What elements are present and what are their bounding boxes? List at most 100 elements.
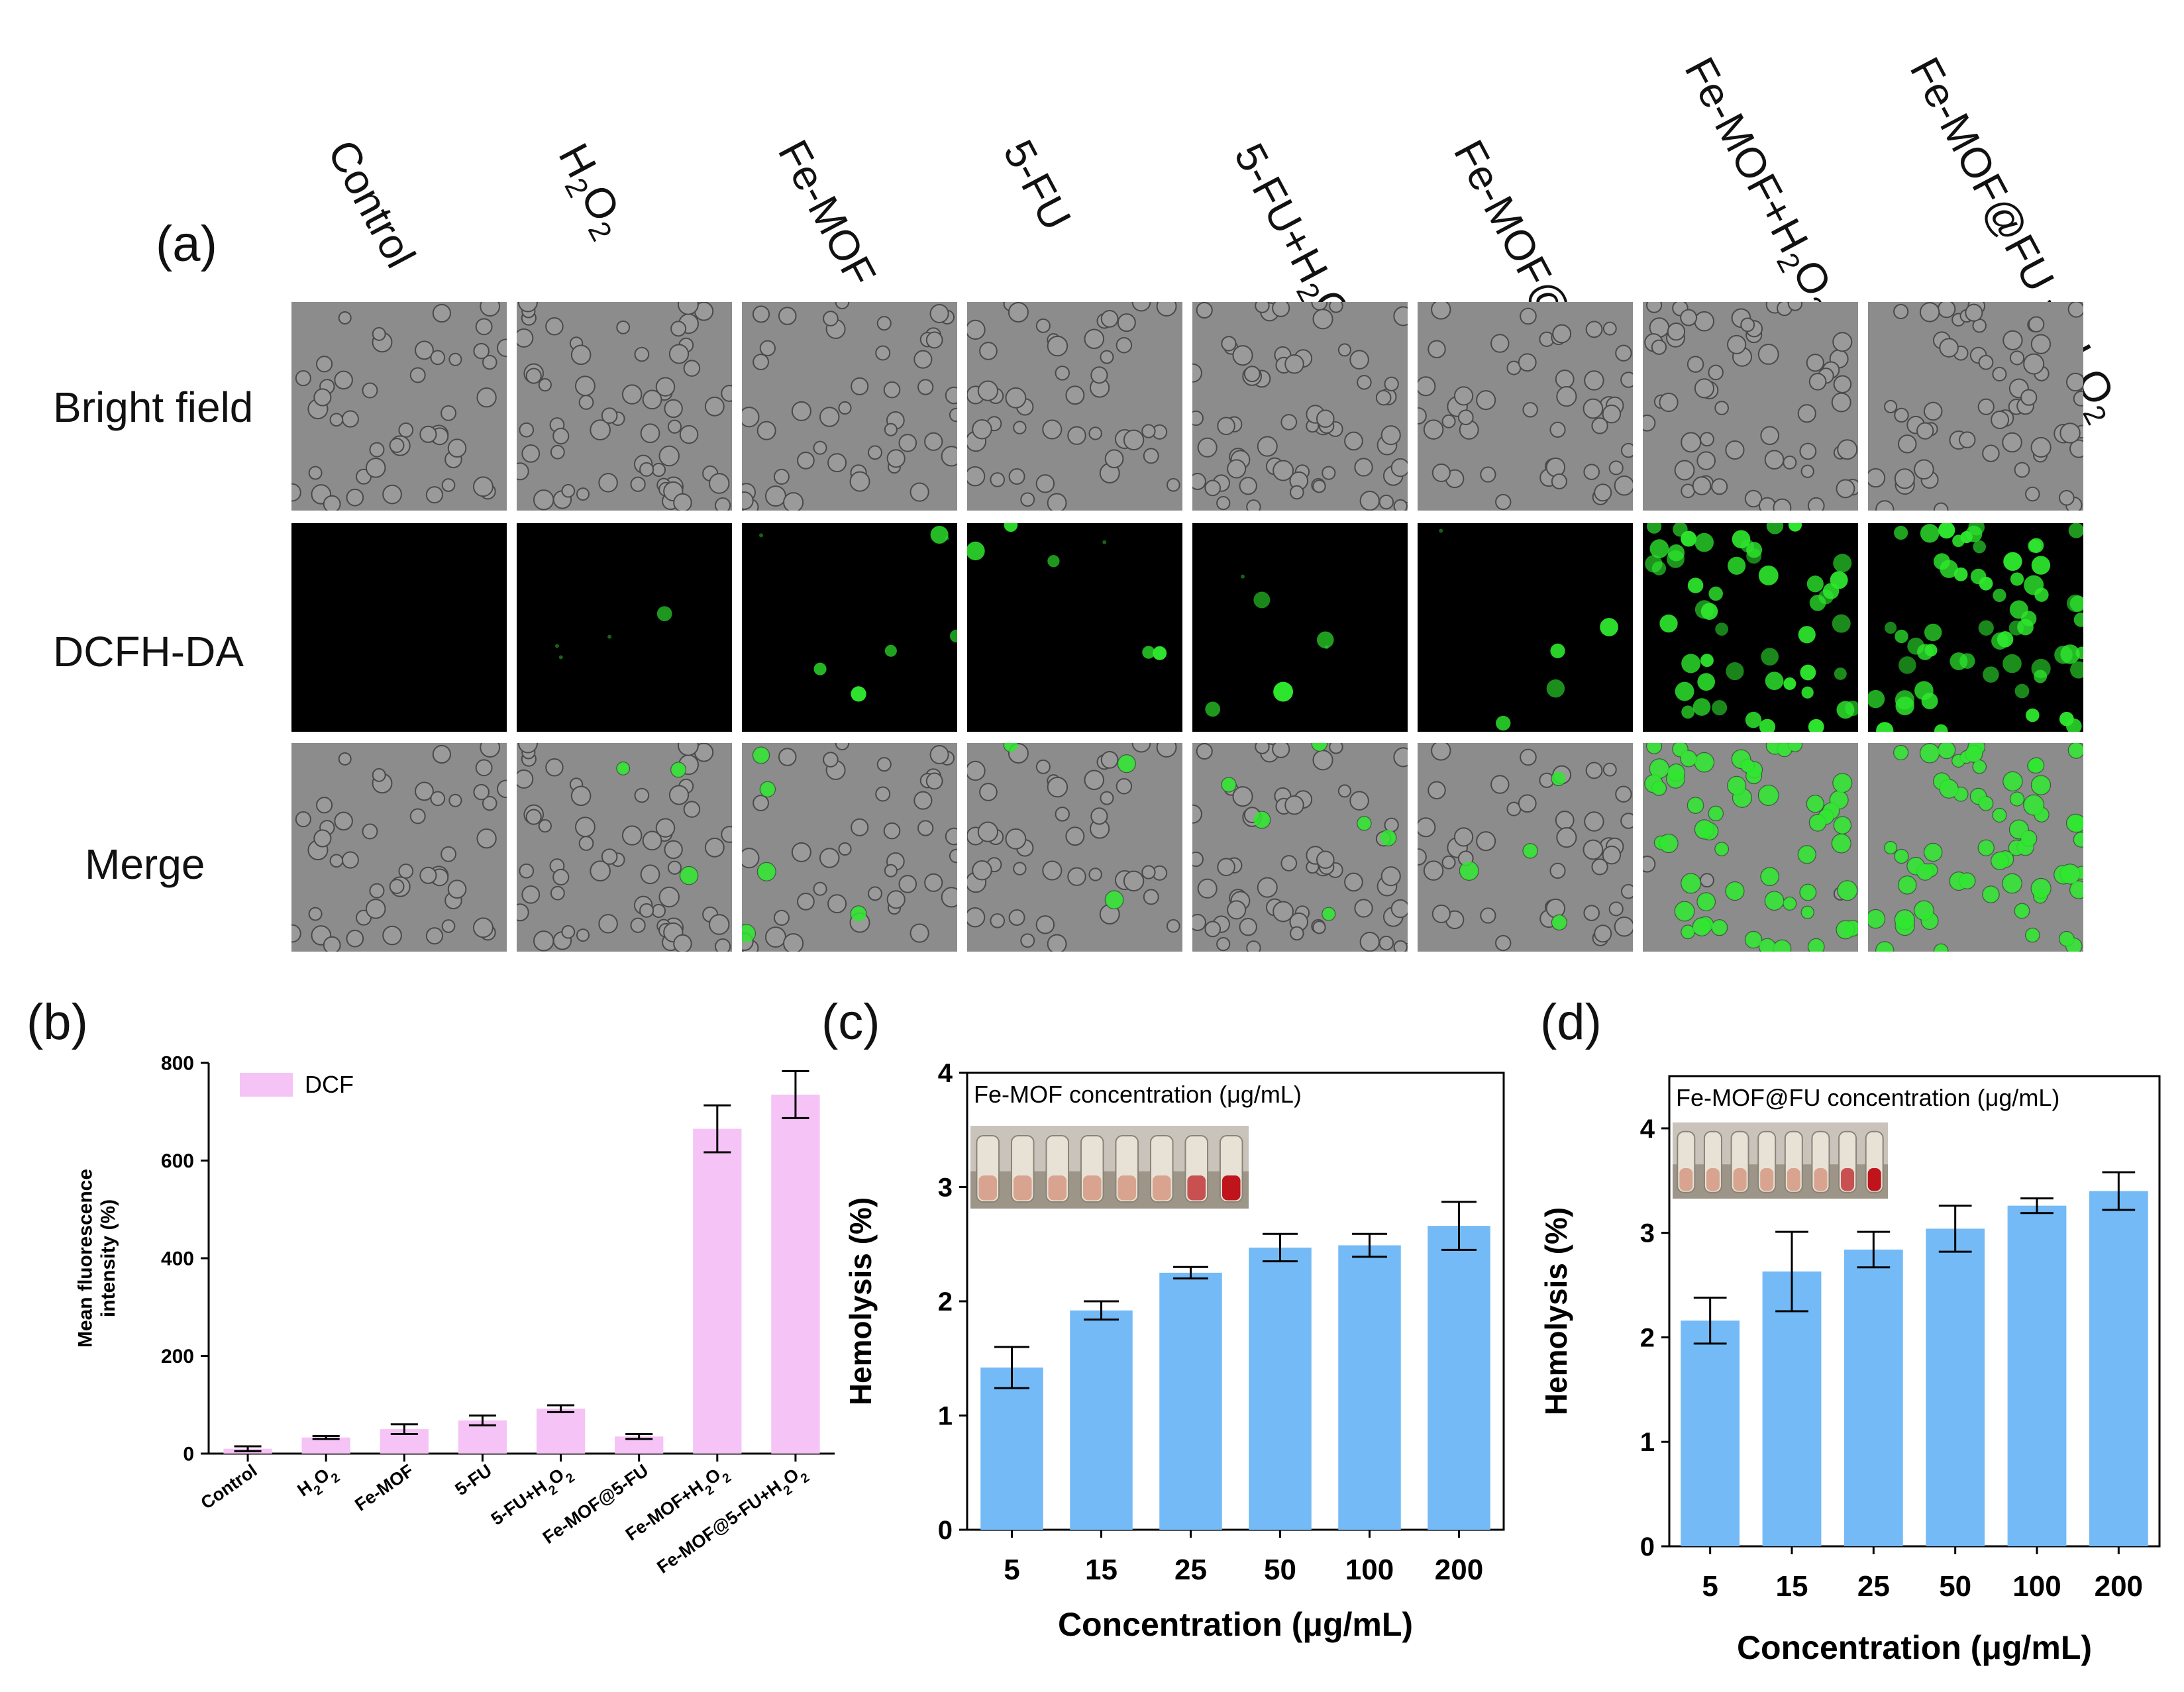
chart-c-hemolysis-fe-mof: 0 1 2 3 4 5 15 25 50 100 200 Hemolysis (%) Concentra… <box>843 1059 1505 1643</box>
x-tick-label: 15 <box>1776 1570 1808 1603</box>
bar <box>1338 1245 1401 1530</box>
y-tick-label: 600 <box>161 1150 194 1172</box>
y-tick-label: 800 <box>161 1053 194 1075</box>
x-tick-label: 100 <box>1345 1554 1394 1586</box>
y-tick-label: 2 <box>938 1287 953 1317</box>
row-label-bright-field: Bright field <box>53 383 254 431</box>
bar <box>1681 1320 1740 1546</box>
micrograph-dcfh-da-2 <box>742 523 957 732</box>
y-tick-label: 3 <box>938 1173 953 1203</box>
column-label-1: H2O2 <box>549 135 629 247</box>
bar <box>1159 1272 1222 1530</box>
x-tick-label: 200 <box>2095 1570 2143 1603</box>
tube-photo-inset <box>970 1126 1249 1209</box>
bar <box>1762 1271 1822 1546</box>
y-tick-label: 4 <box>938 1059 953 1088</box>
micrograph-dcfh-da-4 <box>1192 523 1408 732</box>
x-tick-label: H2O2 <box>294 1460 343 1506</box>
legend-label: DCF <box>305 1071 354 1098</box>
micrograph-bright-field-6 <box>1643 302 1858 511</box>
x-tick-label: 200 <box>1435 1554 1483 1586</box>
micrograph-merge-7 <box>1868 743 2083 952</box>
y-tick-label: 2 <box>1640 1323 1655 1352</box>
bar <box>536 1409 586 1454</box>
panel-b-label: (b) <box>26 994 88 1050</box>
x-tick-label: 5 <box>1702 1570 1718 1603</box>
micrograph-merge-6 <box>1643 743 1858 952</box>
bar <box>771 1094 820 1454</box>
legend: DCF <box>240 1071 354 1098</box>
micrograph-dcfh-da-0 <box>291 523 507 732</box>
column-label-0: Control <box>318 132 425 275</box>
micrograph-bright-field-3 <box>967 302 1182 511</box>
bar <box>1428 1226 1490 1530</box>
y-axis-label: Hemolysis (%) <box>843 1197 878 1405</box>
bar <box>2007 1205 2067 1546</box>
y-axis-label: Hemolysis (%) <box>1539 1207 1573 1415</box>
micrograph-bright-field-0 <box>291 302 507 511</box>
y-tick-label: 4 <box>1640 1115 1655 1144</box>
x-tick-label: 50 <box>1264 1554 1296 1586</box>
inset-caption: Fe-MOF@FU concentration (μg/mL) <box>1676 1084 2059 1111</box>
y-tick-label: 400 <box>161 1248 194 1270</box>
y-tick-label: 1 <box>938 1402 953 1431</box>
x-tick-label: 5-FU <box>452 1460 495 1499</box>
x-tick-label: Fe-MOF <box>351 1460 417 1515</box>
micrograph-dcfh-da-7 <box>1868 523 2083 732</box>
micrograph-dcfh-da-6 <box>1643 523 1858 732</box>
column-label-6: Fe-MOF+H2O2 <box>1675 49 1842 321</box>
x-tick-label: 5 <box>1004 1554 1019 1586</box>
x-tick-label: Fe-MOF@5-FU+H2O2 <box>653 1460 812 1583</box>
bar <box>980 1368 1043 1530</box>
micrograph-dcfh-da-1 <box>517 523 732 732</box>
x-tick-label: 15 <box>1085 1554 1118 1586</box>
row-label-dcfh-da: DCFH-DA <box>53 628 244 675</box>
x-axis-label: Concentration (μg/mL) <box>1058 1606 1413 1643</box>
micrograph-merge-2 <box>742 743 957 952</box>
bar <box>1249 1247 1312 1530</box>
y-tick-label: 0 <box>1640 1532 1655 1562</box>
panel-a-label: (a) <box>156 216 217 272</box>
micrograph-dcfh-da-3 <box>967 523 1182 732</box>
micrograph-bright-field-7 <box>1868 302 2083 511</box>
micrograph-dcfh-da-5 <box>1418 523 1633 732</box>
micrograph-merge-3 <box>967 743 1182 952</box>
bar <box>1844 1249 1903 1546</box>
y-axis-label: Mean fluorescenceintensity (%) <box>75 1169 120 1348</box>
column-label-3: 5-FU <box>994 132 1081 238</box>
x-tick-label: 100 <box>2012 1570 2061 1603</box>
x-tick-label: 25 <box>1174 1554 1207 1586</box>
bar <box>301 1437 350 1454</box>
x-axis-label: Concentration (μg/mL) <box>1737 1629 2092 1666</box>
x-tick-label: Control <box>197 1460 261 1513</box>
panel-d-label: (d) <box>1540 994 1602 1050</box>
micrograph-bright-field-2 <box>742 302 957 511</box>
tube-photo-inset <box>1673 1122 1888 1199</box>
bar <box>2089 1191 2148 1546</box>
plot-frame <box>1668 1075 2161 1548</box>
micrograph-bright-field-1 <box>517 302 732 511</box>
bar <box>693 1128 742 1454</box>
micrograph-merge-0 <box>291 743 507 952</box>
y-tick-label: 200 <box>161 1346 194 1368</box>
row-label-merge: Merge <box>85 840 205 888</box>
chart-d-hemolysis-fe-mof-fu: 0 1 2 3 4 5 15 25 50 100 200 Hemolysis (%) Concentra… <box>1539 1075 2161 1666</box>
inset-caption: Fe-MOF concentration (μg/mL) <box>974 1081 1302 1108</box>
micrograph-merge-5 <box>1418 743 1633 952</box>
x-tick-label: 50 <box>1939 1570 1971 1603</box>
y-tick-label: 1 <box>1640 1428 1655 1457</box>
x-tick-label: 25 <box>1857 1570 1890 1603</box>
micrograph-bright-field-4 <box>1192 302 1408 511</box>
micrograph-bright-field-5 <box>1418 302 1633 511</box>
y-tick-label: 0 <box>938 1516 953 1545</box>
micrograph-merge-1 <box>517 743 732 952</box>
y-tick-label: 3 <box>1640 1219 1655 1248</box>
column-label-2: Fe-MOF <box>768 132 886 294</box>
y-tick-label: 0 <box>183 1444 194 1466</box>
micrograph-merge-4 <box>1192 743 1408 952</box>
bar <box>1926 1228 1985 1546</box>
bar <box>1070 1310 1133 1530</box>
legend-swatch <box>240 1073 293 1097</box>
panel-c-label: (c) <box>821 994 880 1050</box>
